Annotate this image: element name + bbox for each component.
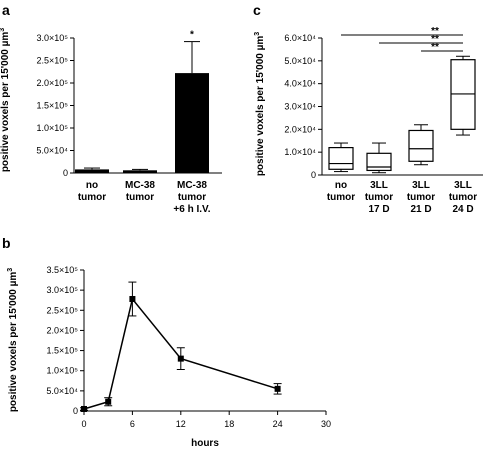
chart-b-y-tick-label: 2.0×10⁵ — [46, 325, 78, 335]
chart-b-data-point — [129, 296, 136, 303]
chart-b-y-tick-label: 3.5×10⁵ — [46, 265, 78, 275]
chart-c-category-label: tumor — [327, 192, 355, 203]
chart-b-x-tick-label: 30 — [321, 419, 331, 429]
chart-b-x-tick-label: 18 — [224, 419, 234, 429]
chart-c-y-tick-label: 5.0×10⁴ — [284, 56, 316, 66]
chart-b-y-tick-label: 5.0×10⁴ — [46, 386, 78, 396]
chart-c-y-tick-label: 3.0×10⁴ — [284, 102, 316, 112]
chart-b-y-tick-label: 3.0×10⁵ — [46, 285, 78, 295]
chart-a-y-tick-label: 1.5×10⁵ — [36, 101, 68, 111]
chart-b-x-tick-label: 0 — [81, 419, 86, 429]
chart-a-y-tick-label: 2.0×10⁵ — [36, 78, 68, 88]
chart-c-y-tick-label: 6.0×10⁴ — [284, 33, 316, 43]
chart-b-x-tick-label: 6 — [130, 419, 135, 429]
chart-b-data-point — [177, 355, 184, 362]
chart-b-y-axis-label-text: positive voxels per 15'000 — [8, 286, 19, 412]
chart-c-category-label: tumor — [449, 192, 477, 203]
chart-b-y-axis-label-exponent: 3 — [7, 268, 14, 272]
chart-c-box — [408, 129, 434, 162]
chart-c-category-label: 24 D — [452, 204, 473, 215]
chart-c-category-label: 17 D — [368, 204, 389, 215]
chart-c-category-label: 3LL — [454, 180, 472, 191]
chart-c-y-axis-label-text: positive voxels per 15'000 — [255, 50, 266, 176]
chart-b-y-tick-label: 1.0×10⁵ — [46, 366, 78, 376]
chart-c-category-label: 3LL — [370, 180, 388, 191]
chart-b-y-axis-label: positive voxels per 15'000 µm3 — [7, 268, 19, 412]
chart-a-y-tick-label: 5.0×10⁴ — [36, 146, 68, 156]
chart-c-y-axis-label-exponent: 3 — [254, 32, 261, 36]
panel-letter-a: a — [2, 2, 10, 18]
chart-b-data-point — [105, 398, 112, 405]
panel-b-line-chart: 0 5.0×10⁴ 1.0×10⁵ 1.5×10⁵ 2.0×10⁵ 2.5×10⁵ 3.0×… — [7, 265, 331, 449]
chart-c-category-label: 21 D — [410, 204, 431, 215]
chart-a-bar — [75, 169, 109, 173]
chart-a-y-tick-label: 3.0×10⁵ — [36, 33, 68, 43]
chart-a-category-label: tumor — [178, 192, 206, 203]
panel-c-box-plot: 0 1.0×10⁴ 2.0×10⁴ 3.0×10⁴ 4.0×10⁴ 5.0×10⁴ 6.0×… — [254, 26, 483, 215]
chart-c-significance-label: ** — [431, 34, 439, 45]
chart-b-x-axis-label: hours — [191, 438, 219, 449]
chart-b-x-tick-label: 12 — [176, 419, 186, 429]
chart-b-x-tick-label: 24 — [273, 419, 283, 429]
chart-c-box — [328, 147, 354, 170]
chart-a-category-label: MC-38 — [177, 180, 207, 191]
chart-a-y-axis-label: positive voxels per 15'000 µm3 — [0, 28, 11, 172]
chart-b-y-tick-label: 0 — [73, 406, 78, 416]
chart-a-category-label: no — [86, 180, 98, 191]
chart-c-category-label: tumor — [365, 192, 393, 203]
chart-c-y-tick-label: 1.0×10⁴ — [284, 147, 316, 157]
chart-c-category-label: tumor — [407, 192, 435, 203]
chart-a-bar — [175, 73, 209, 173]
chart-a-y-axis-label-text: positive voxels per 15'000 — [0, 46, 11, 172]
chart-a-category-label: +6 h I.V. — [173, 204, 210, 215]
panel-a-bar-chart: 0 5.0×10⁴ 1.0×10⁵ 1.5×10⁵ 2.0×10⁵ 2.5×10⁵ 3.0×… — [0, 28, 222, 215]
chart-c-significance-label: ** — [431, 26, 439, 37]
chart-a-y-tick-label: 1.0×10⁵ — [36, 123, 68, 133]
chart-c-category-label: 3LL — [412, 180, 430, 191]
chart-a-category-label: MC-38 — [125, 180, 155, 191]
chart-c-y-axis-label-unit: µm — [255, 36, 266, 51]
chart-a-bar — [123, 170, 157, 173]
chart-c-significance-label: ** — [431, 42, 439, 53]
chart-c-box — [366, 152, 392, 172]
chart-a-significance: * — [190, 30, 194, 41]
chart-c-y-axis-label: positive voxels per 15'000 µm3 — [254, 32, 266, 176]
chart-a-y-tick-label: 2.5×10⁵ — [36, 56, 68, 66]
panel-letter-c: c — [253, 2, 261, 18]
chart-b-data-point — [81, 405, 87, 412]
chart-b-y-tick-label: 1.5×10⁵ — [46, 346, 78, 356]
chart-a-y-axis-label-exponent: 3 — [0, 28, 6, 32]
chart-a-y-tick-label: 0 — [63, 168, 68, 178]
chart-c-category-label: no — [335, 180, 347, 191]
chart-c-y-tick-label: 0 — [311, 170, 316, 180]
chart-c-y-tick-label: 4.0×10⁴ — [284, 79, 316, 89]
chart-a-category-label: tumor — [126, 192, 154, 203]
panel-letter-b: b — [2, 235, 11, 251]
chart-a-category-label: tumor — [78, 192, 106, 203]
chart-b-y-axis-label-unit: µm — [8, 272, 19, 287]
chart-c-y-tick-label: 2.0×10⁴ — [284, 124, 316, 134]
chart-a-y-axis-label-unit: µm — [0, 32, 11, 47]
chart-b-y-tick-label: 2.5×10⁵ — [46, 305, 78, 315]
chart-b-data-point — [274, 385, 281, 392]
